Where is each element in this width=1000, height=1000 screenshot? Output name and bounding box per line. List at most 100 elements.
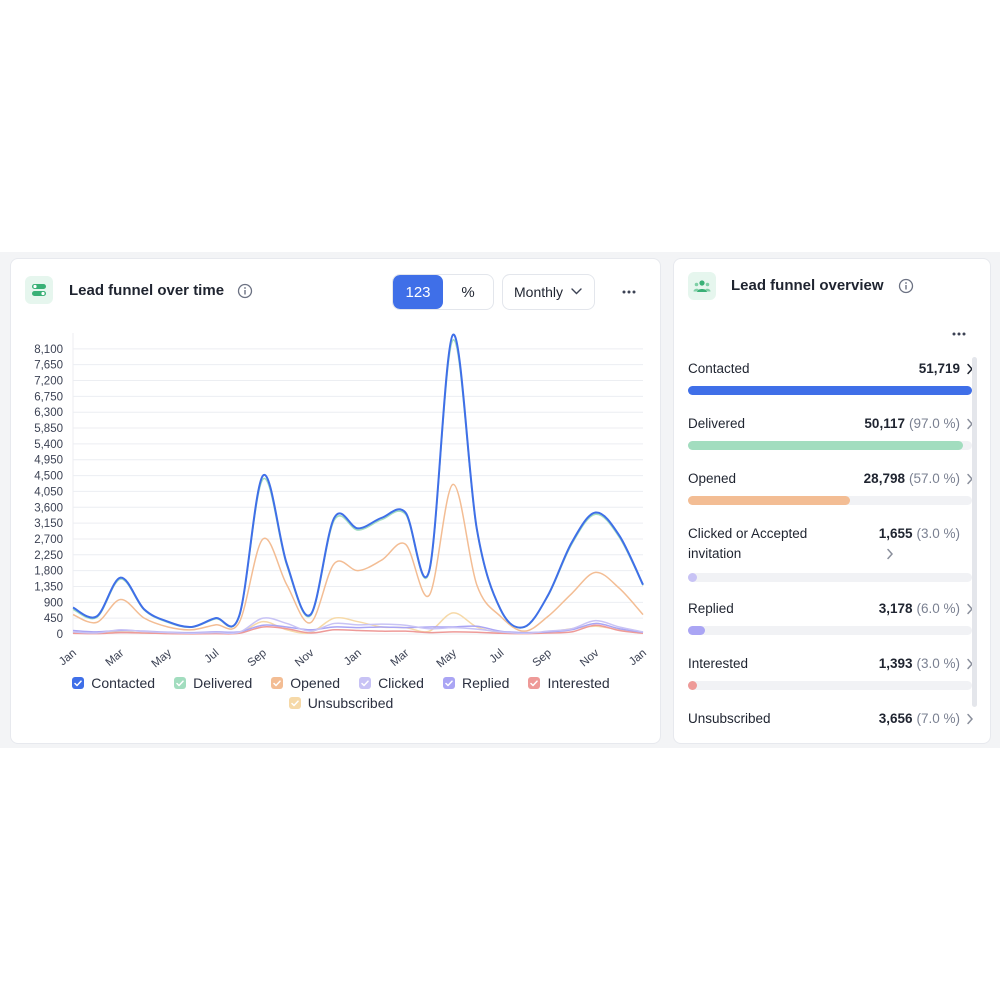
chevron-right-icon[interactable]	[886, 548, 894, 560]
funnel-row-label: Contacted	[688, 361, 750, 376]
funnel-row-label: Unsubscribed	[688, 711, 771, 726]
funnel-progress-track	[688, 681, 972, 690]
legend-label: Delivered	[193, 675, 253, 691]
x-tick-label: May	[435, 647, 460, 670]
y-tick-label: 900	[44, 597, 63, 609]
legend-item-interested[interactable]: Interested	[528, 675, 610, 691]
funnel-progress-track	[688, 386, 972, 395]
funnel-row-value: 1,393 (3.0 %)	[879, 654, 960, 674]
legend-item-delivered[interactable]: Delivered	[174, 675, 252, 691]
y-tick-label: 2,250	[34, 550, 63, 562]
value-mode-toggle: 123 %	[392, 274, 494, 310]
chart-legend: Contacted Delivered Opened Clicked Replied In…	[71, 675, 611, 711]
card-title: Lead funnel over time	[69, 282, 225, 299]
more-options-icon[interactable]	[617, 285, 641, 299]
info-icon[interactable]	[237, 283, 253, 299]
x-tick-label: Mar	[104, 647, 127, 669]
y-tick-label: 5,400	[34, 439, 63, 451]
series-line-interested[interactable]	[72, 624, 644, 635]
x-tick-label: Jul	[202, 647, 221, 666]
lead-funnel-over-time-card: Lead funnel over time 123 % Monthly 0 450…	[10, 258, 661, 744]
funnel-row-count: 1,655	[878, 526, 913, 541]
checkbox-icon	[174, 677, 187, 689]
legend-item-replied[interactable]: Replied	[442, 675, 509, 691]
legend-item-unsubscribed[interactable]: Unsubscribed	[288, 695, 394, 711]
period-select[interactable]: Monthly	[502, 274, 595, 310]
y-tick-label: 2,700	[34, 534, 63, 546]
period-select-value: Monthly	[514, 284, 564, 300]
funnel-toggle-icon	[25, 276, 53, 304]
x-tick-label: Jul	[487, 647, 506, 666]
y-tick-label: 6,300	[34, 407, 63, 419]
legend-item-opened[interactable]: Opened	[271, 675, 340, 691]
series-line-clicked[interactable]	[72, 617, 644, 635]
legend-item-clicked[interactable]: Clicked	[359, 675, 424, 691]
chevron-right-icon[interactable]	[966, 713, 974, 725]
series-line-opened[interactable]	[72, 483, 644, 632]
y-tick-label: 4,050	[34, 486, 63, 498]
y-tick-label: 5,850	[34, 423, 63, 435]
x-tick-label: Mar	[389, 647, 412, 669]
series-line-contacted[interactable]	[72, 333, 644, 629]
x-tick-label: Jan	[342, 647, 364, 668]
funnel-row-value: 1,655 (3.0 %)	[879, 524, 960, 544]
legend-label: Interested	[547, 675, 610, 691]
funnel-row-value: 3,178 (6.0 %)	[879, 599, 960, 619]
legend-label: Contacted	[91, 675, 156, 691]
count-mode-button[interactable]: 123	[393, 275, 443, 309]
info-icon[interactable]	[898, 278, 914, 294]
users-icon	[688, 272, 716, 300]
checkbox-icon	[528, 677, 541, 689]
funnel-row-percent: (57.0 %)	[908, 471, 960, 486]
funnel-progress-fill	[688, 496, 850, 505]
funnel-row-label: Delivered	[688, 416, 746, 431]
list-scrollbar[interactable]	[972, 357, 977, 707]
x-tick-label: Jan	[57, 647, 79, 668]
x-tick-label: Sep	[246, 647, 269, 669]
y-tick-label: 3,150	[34, 518, 63, 530]
funnel-row-value: 28,798 (57.0 %)	[864, 469, 960, 489]
funnel-progress-fill	[688, 573, 697, 582]
x-tick-label: May	[150, 647, 175, 670]
x-tick-label: Nov	[578, 647, 602, 669]
funnel-row-label: Interested	[688, 656, 749, 671]
funnel-row-count: 28,798	[863, 471, 905, 486]
funnel-row-label: Replied	[688, 601, 734, 616]
y-tick-label: 1,800	[34, 566, 63, 578]
y-tick-label: 450	[44, 613, 63, 625]
funnel-progress-fill	[688, 626, 706, 635]
funnel-progress-track	[688, 441, 972, 450]
funnel-row-percent: (3.0 %)	[916, 656, 960, 671]
y-tick-label: 0	[57, 629, 63, 641]
y-tick-label: 6,750	[34, 391, 63, 403]
funnel-row-count: 3,178	[878, 601, 913, 616]
more-options-icon[interactable]	[947, 327, 971, 341]
funnel-row-percent: (6.0 %)	[916, 601, 960, 616]
chevron-down-icon	[571, 288, 582, 295]
funnel-progress-fill	[688, 386, 972, 395]
checkbox-icon	[359, 677, 372, 689]
funnel-row-percent: (7.0 %)	[916, 711, 960, 726]
y-tick-label: 4,500	[34, 471, 63, 483]
funnel-row-value: 50,117 (97.0 %)	[864, 414, 960, 434]
funnel-row-percent: (3.0 %)	[916, 526, 960, 541]
x-tick-label: Sep	[531, 647, 554, 669]
funnel-row-label: Clicked or Accepted invitation	[688, 526, 808, 561]
funnel-row-value: 3,656 (7.0 %)	[879, 709, 960, 729]
legend-item-contacted[interactable]: Contacted	[72, 675, 155, 691]
percent-mode-button[interactable]: %	[461, 283, 475, 301]
checkbox-icon	[72, 677, 85, 689]
funnel-row-count: 3,656	[878, 711, 913, 726]
lead-funnel-line-chart: 0 450 900 1,350 1,800 2,250 2,700 3,150 3,600 4,0…	[34, 333, 649, 670]
legend-label: Unsubscribed	[307, 695, 394, 711]
card-title: Lead funnel overview	[731, 277, 884, 294]
funnel-row-count: 1,393	[878, 656, 913, 671]
y-tick-label: 7,650	[34, 360, 63, 372]
y-tick-label: 4,950	[34, 455, 63, 467]
y-tick-label: 7,200	[34, 376, 63, 388]
checkbox-icon	[271, 677, 284, 689]
legend-label: Clicked	[378, 675, 424, 691]
series-line-delivered[interactable]	[72, 339, 644, 629]
y-tick-label: 3,600	[34, 502, 63, 514]
funnel-row-percent: (97.0 %)	[908, 416, 960, 431]
